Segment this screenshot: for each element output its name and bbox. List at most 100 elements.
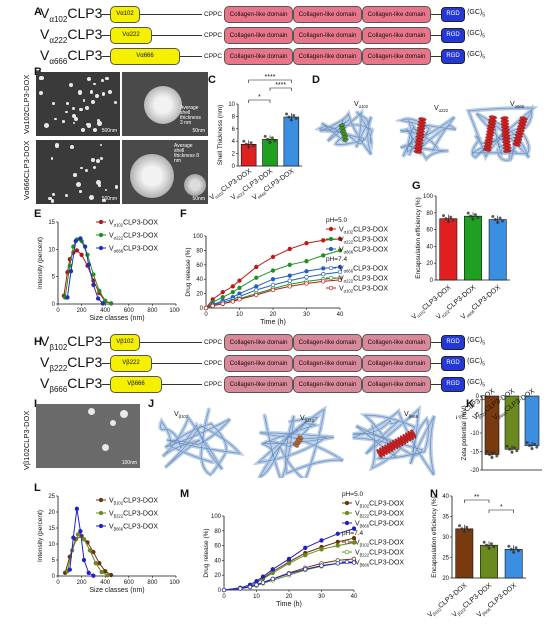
construct-name: Vα102CLP3 [40,4,103,24]
chart-m-x-tick-label: 0 [222,594,226,600]
collagen-domain-box: Collagen-like domain [293,26,363,44]
nanoparticle-dot [114,185,119,189]
chart-f-data-point [321,238,326,243]
linker-line [152,362,202,364]
chart-e-x-tick-label: 800 [147,308,158,314]
nanoparticle-dot [71,114,76,119]
chart-m-legend-marker [344,539,350,545]
nanoparticle-dot [48,196,53,201]
chart-e-y-tick-label: 15 [48,220,55,226]
chart-f-x-tick-label: 20 [270,312,277,318]
shell-thickness-note: Average shell thickness 3 nm [180,105,201,126]
chart-f-data-point [337,277,343,283]
nanoparticle-dot [43,123,49,129]
nanoparticle-dot [97,183,101,187]
structure-label: Vβ666 [404,411,419,419]
nanoparticle-dot [99,156,103,160]
collagen-domain-box: Collagen-like domain [293,354,363,372]
linker-line [102,55,110,57]
chart-l-data-point [99,570,104,575]
chart-e-legend-label: Vα222CLP3-DOX [109,233,158,241]
chart-n-bar [455,528,474,579]
construct-row: Vβ222CLP3 Vβ222 CPPC Collagen-like domain Co… [40,353,485,373]
chart-n-y-tick-label: 25 [442,556,449,562]
chart-k-y-tick-label: -20 [470,468,479,474]
chart-n-replicate-point [458,524,462,528]
chart-l-legend-label: Vβ102CLP3-DOX [109,498,158,506]
chart-n-replicate-point [485,543,489,547]
chart-f-data-point [321,279,326,284]
chart-e-data-point [86,262,91,267]
chart-m-data-point [351,526,357,531]
gc-label: (GC)5 [467,379,486,389]
helix-turn [512,142,521,147]
chart-n-y-tick-label: 30 [442,535,449,541]
linker-line [431,34,442,36]
chart-n-replicate-point [465,525,469,529]
chart-l-data-point [87,548,93,553]
chart-g-replicate-point [446,220,450,224]
chart-m-data-point [319,563,324,568]
chart-l-legend-marker [98,510,104,516]
v-domain-box: Vα666 [110,47,180,65]
chart-c-replicate-point [242,139,246,143]
chart-g-y-tick-label: 0 [430,278,434,284]
chart-l-y-tick-label: 10 [48,542,55,548]
chart-m-data-point [303,567,308,572]
chart-l-x-tick-label: 800 [147,580,158,586]
chart-f-data-point [304,269,309,274]
panel-letter-l: L [34,482,41,494]
chart-c-replicate-point [247,145,251,149]
chart-m-y-tick-label: 80 [214,529,221,535]
tem-label-i: Vβ102CLP3-DOX [22,410,31,470]
linker-line [102,13,110,15]
linker-line [431,341,442,343]
chart-f-x-tick-label: 40 [337,312,344,318]
collagen-domain-box: Collagen-like domain [362,375,432,393]
linker-line [180,55,202,57]
chart-c-replicate-point [289,118,293,122]
chart-m-y-tick-label: 20 [214,573,221,579]
chart-m-data-point [335,539,340,545]
construct-row: Vα102CLP3 Vα102 CPPC Collagen-like domain Co… [40,4,485,24]
chart-g-replicate-point [500,219,504,223]
chart-m-data-point [351,560,357,565]
helix-ribbon [413,117,427,154]
chart-g-replicate-point [476,216,480,220]
chart-e-x-label: Size classes (nm) [89,315,144,322]
chart-k-replicate-point [488,452,492,456]
chart-m-data-point [270,570,275,576]
collagen-domain-box: Collagen-like domain [224,375,294,393]
chart-e-data-point [91,282,96,288]
chart-k-replicate-point [492,451,496,455]
nanoparticle-dot [50,157,54,160]
chart-l-data-point [97,561,102,566]
chart-c-replicate-point [249,141,253,145]
chart-f-data-point [321,272,326,277]
nanoparticle-dot [100,143,103,147]
collagen-domain-box: Collagen-like domain [293,47,363,65]
nanoparticle-dot [86,123,92,128]
chart-m-data-point [335,531,340,536]
linker-line [431,13,442,15]
chart-l-data-point [78,529,83,534]
chart-m-x-label: Time (h) [276,601,302,608]
chart-f-y-label: Drug release (%) [185,247,192,296]
chart-n-encapsulation: 20 25 30 35 40 Encapsulation efficiency (%) Vβ… [427,494,526,619]
nanoparticle-dot [95,159,100,164]
chart-f-data-point [287,278,292,283]
chart-k-replicate-point [490,455,494,459]
chart-n-bar [480,544,498,579]
rgd-box: RGD [441,27,466,43]
nanoparticle-dot [55,144,59,148]
chart-n-significance-label: * [500,504,503,511]
panel-letter-a: A [34,6,42,18]
chart-c-replicate-point [273,139,277,143]
chart-m-data-point [270,576,275,582]
collagen-domain-box: Collagen-like domain [362,26,432,44]
protein-backbone [160,409,241,476]
chart-g-replicate-point [449,215,453,219]
chart-e-data-point [95,296,101,301]
chart-c-y-tick-label: 0 [232,164,236,170]
